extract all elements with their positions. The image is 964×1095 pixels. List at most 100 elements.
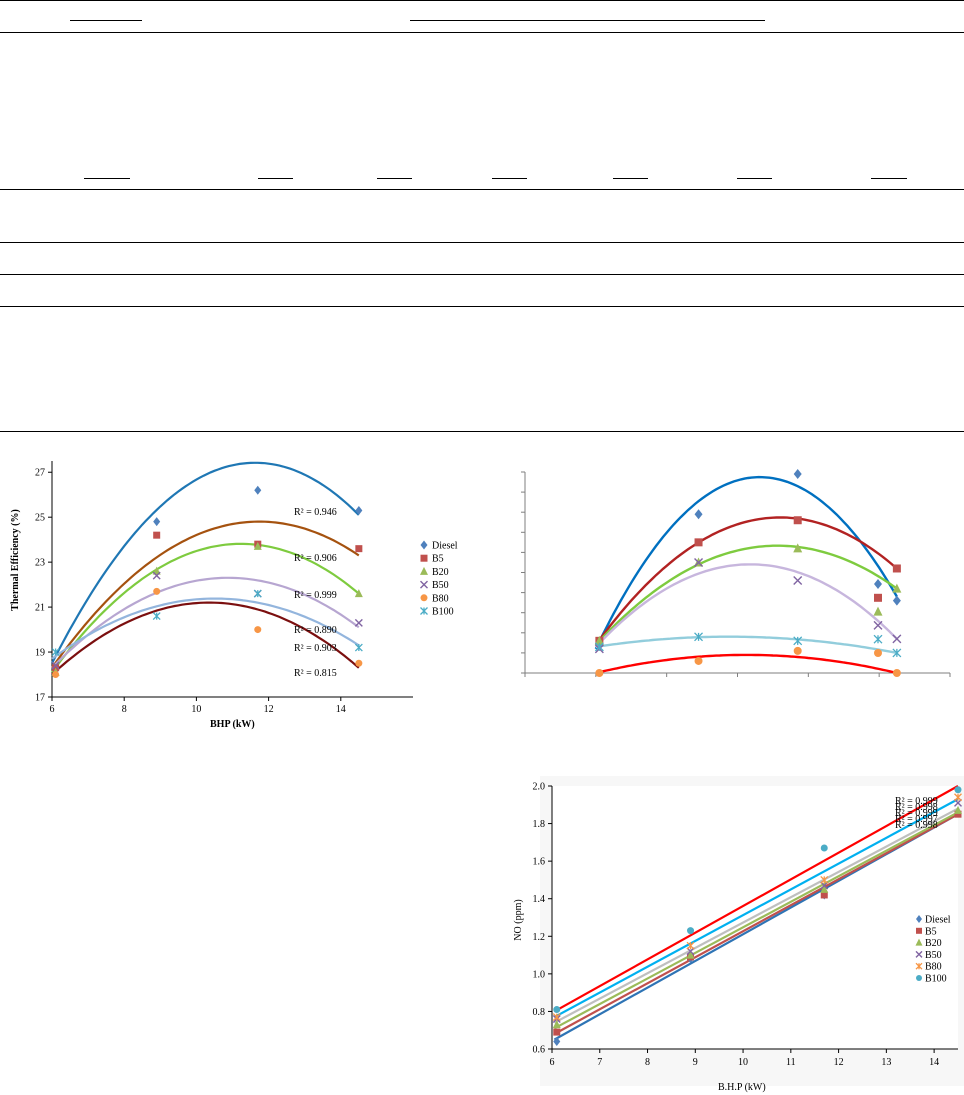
chart3-axes: 0.6 0.8 1.0 1.2 1.4 1.6 1.8 2.0 6 7 8 9 10 11 12 13 14 — [533, 776, 964, 1086]
data-point — [694, 557, 704, 567]
data-point — [892, 669, 901, 677]
trend-line — [594, 544, 898, 646]
chart3-trend-lines — [553, 785, 959, 1041]
legend-marker — [420, 554, 428, 562]
data-point — [553, 1006, 561, 1014]
data-point — [793, 469, 802, 480]
data-point — [892, 583, 902, 593]
data-point — [595, 637, 604, 648]
chart1-axes: 17 19 21 23 25 27 6 8 10 12 14 — [35, 461, 413, 715]
table-column-underline — [377, 178, 412, 179]
data-point — [153, 517, 161, 527]
legend-label: B20 — [432, 567, 449, 578]
chart3-r2-annotations: R² = 0.999 R² = 0.998 R² = 0.999 R² = 0.… — [895, 796, 938, 831]
trend-line — [51, 576, 360, 669]
data-point — [793, 543, 803, 553]
legend-label: B100 — [432, 607, 454, 618]
data-point — [254, 626, 262, 634]
y-tick-label: 0.8 — [533, 1007, 546, 1018]
table-column-underline — [613, 178, 648, 179]
data-point — [694, 538, 703, 547]
trend-line — [51, 601, 360, 676]
r2-label: R² = 0.890 — [294, 625, 337, 636]
table-rule — [0, 32, 964, 33]
trend-line — [594, 475, 898, 650]
data-point — [793, 646, 802, 655]
r2-label: R² = 0.999 — [895, 808, 938, 819]
y-tick-label: 19 — [35, 648, 45, 659]
legend-marker — [420, 540, 428, 550]
legend-marker — [915, 962, 923, 970]
trend-line — [553, 813, 959, 1035]
data-point — [687, 954, 695, 964]
data-point — [594, 635, 604, 645]
legend-label: B50 — [432, 580, 449, 591]
data-point — [686, 941, 695, 950]
data-point — [355, 505, 363, 515]
data-point — [954, 786, 962, 794]
data-point — [52, 671, 60, 679]
x-tick-label: 9 — [693, 1057, 698, 1068]
legend-label: B80 — [432, 593, 449, 604]
legend-label: Diesel — [925, 915, 951, 926]
chart2-data-points — [594, 469, 902, 677]
x-tick-label: 14 — [929, 1057, 939, 1068]
table-rule — [0, 306, 964, 307]
trend-line — [594, 563, 898, 648]
legend-marker — [874, 593, 882, 602]
table-column-underline — [737, 178, 772, 179]
y-tick-label: 1.6 — [533, 857, 546, 868]
data-point — [820, 844, 828, 852]
table-column-underline — [492, 178, 527, 179]
y-tick-label: 0.6 — [533, 1045, 546, 1056]
data-point — [354, 618, 363, 627]
legend-label: B20 — [925, 938, 942, 949]
data-point — [254, 540, 262, 548]
legend-label: B5 — [925, 926, 937, 937]
trend-line — [553, 811, 959, 1030]
chart2-legend — [873, 579, 883, 657]
data-point — [253, 589, 262, 598]
x-tick-label: 6 — [50, 704, 55, 715]
data-point — [820, 875, 829, 884]
chart3-plot-area — [552, 786, 958, 1049]
legend-label: B100 — [925, 974, 947, 985]
y-tick-label: 21 — [35, 603, 45, 614]
r2-label: R² = 0.906 — [294, 553, 337, 564]
data-point — [51, 648, 60, 657]
data-point — [954, 805, 962, 814]
legend-marker — [420, 594, 428, 602]
x-tick-label: 10 — [738, 1057, 748, 1068]
data-point — [954, 807, 962, 817]
x-tick-label: 8 — [122, 704, 127, 715]
chart2-axes — [521, 471, 951, 677]
data-point — [687, 953, 695, 961]
data-point — [553, 1028, 561, 1036]
trend-line — [553, 798, 959, 1019]
data-point — [594, 642, 604, 652]
trend-line — [595, 635, 898, 655]
data-point — [51, 661, 60, 670]
legend-label: B50 — [925, 950, 942, 961]
trend-line — [51, 597, 360, 660]
legend-marker — [420, 580, 428, 589]
x-tick-label: 13 — [881, 1057, 891, 1068]
x-tick-label: 7 — [597, 1057, 602, 1068]
trend-line — [51, 461, 360, 664]
chart1-r2-annotations: R² = 0.946 R² = 0.906 R² = 0.999 R² = 0.… — [294, 507, 337, 679]
legend-marker — [916, 975, 922, 981]
data-point — [793, 636, 803, 646]
legend-marker — [874, 649, 882, 657]
table-bottom-rule — [0, 431, 964, 432]
y-tick-label: 17 — [35, 693, 45, 704]
table-rule — [0, 242, 964, 243]
trend-line — [51, 520, 360, 669]
x-tick-label: 10 — [191, 704, 201, 715]
data-point — [153, 587, 161, 595]
legend-marker — [915, 938, 923, 946]
legend-marker — [873, 634, 883, 644]
chart1-legend: Diesel B5 B20 B50 B80 B100 — [420, 540, 458, 618]
legend-label: B80 — [925, 962, 942, 973]
